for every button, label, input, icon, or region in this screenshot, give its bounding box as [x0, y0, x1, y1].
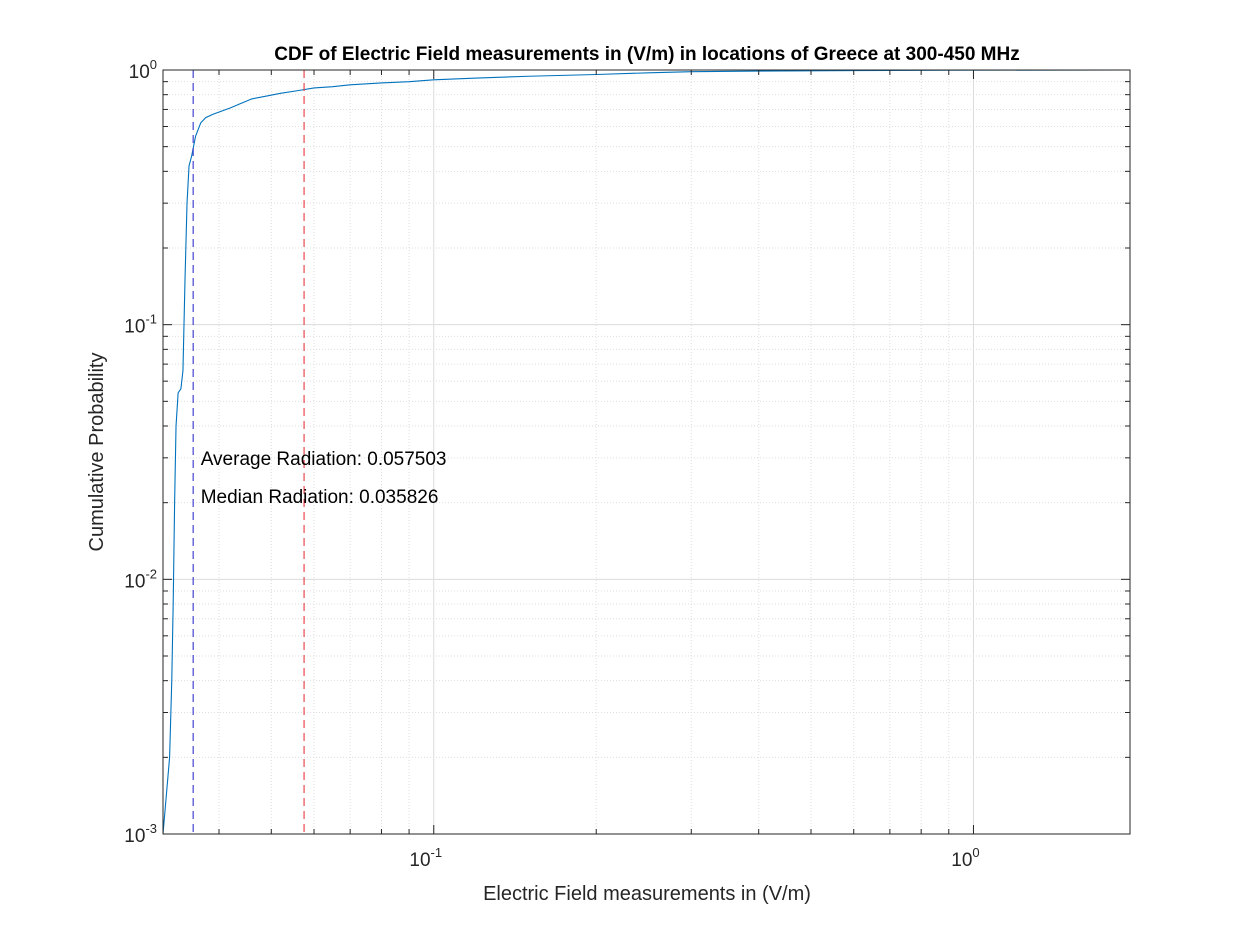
y-tick-label-exponent: 0: [150, 57, 157, 72]
reference-lines: [192, 70, 305, 834]
y-tick-label-base: 10: [129, 62, 150, 83]
y-tick-label: 10-1: [124, 312, 157, 338]
plot-area: [163, 70, 1130, 834]
chart-title: CDF of Electric Field measurements in (V…: [274, 44, 1019, 65]
y-tick-label: 100: [129, 57, 157, 83]
x-tick-label: 100: [951, 845, 979, 871]
average-radiation-annotation: Average Radiation: 0.057503: [201, 449, 447, 470]
axes-box: [162, 69, 1131, 835]
y-axis-label: Cumulative Probability: [86, 353, 108, 552]
cdf-line: [162, 69, 1131, 835]
y-tick-label-exponent: -3: [145, 821, 157, 836]
y-tick-label-base: 10: [124, 571, 145, 592]
y-tick-label-base: 10: [124, 826, 145, 847]
y-tick-label: 10-3: [124, 821, 157, 847]
x-tick-label-base: 10: [409, 850, 430, 871]
annotations: Average Radiation: 0.057503 Median Radiat…: [201, 449, 447, 508]
x-tick-label-exponent: -1: [431, 845, 443, 860]
series-layer: [162, 69, 1131, 835]
median-radiation-annotation: Median Radiation: 0.035826: [201, 487, 439, 508]
tick-marks: [163, 69, 1130, 835]
y-tick-label: 10-2: [124, 566, 157, 592]
y-tick-label-base: 10: [124, 317, 145, 338]
y-tick-label-exponent: -2: [145, 566, 157, 581]
x-axis-label: Electric Field measurements in (V/m): [483, 883, 811, 905]
x-tick-label-base: 10: [951, 850, 972, 871]
x-tick-label-exponent: 0: [972, 845, 979, 860]
x-tick-label: 10-1: [409, 845, 442, 871]
minor-grid: [163, 70, 1130, 834]
y-tick-label-exponent: -1: [145, 312, 157, 327]
